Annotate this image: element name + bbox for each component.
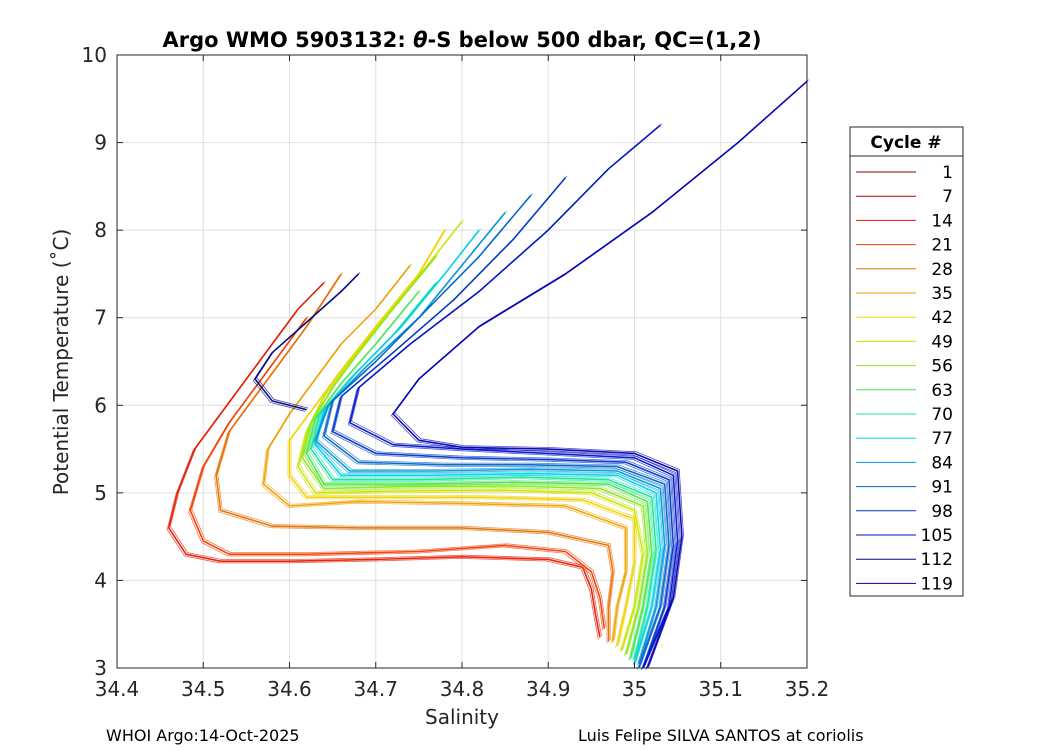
series-line	[325, 193, 672, 667]
series-line	[290, 228, 637, 645]
x-tick-label: 35	[622, 677, 647, 701]
legend-label: 14	[931, 211, 953, 231]
footer-right-credit: Luis Felipe SILVA SANTOS at coriolis	[578, 726, 864, 745]
series-line	[217, 272, 615, 641]
chart-title: Argo WMO 5903132: θ-S below 500 dbar, QC…	[162, 28, 761, 52]
legend-label: 56	[931, 357, 953, 377]
y-tick-label: 9	[94, 131, 107, 155]
legend-label: 105	[921, 526, 953, 546]
series-line	[296, 222, 642, 653]
series-line	[351, 123, 680, 667]
legend-label: 21	[931, 236, 953, 256]
x-axis-ticks: 34.4 34.5 34.6 34.7 34.8 34.9 35 35.1 35.2	[95, 55, 830, 701]
series-line	[264, 263, 628, 641]
legend-label: 7	[942, 187, 953, 207]
x-tick-label: 34.6	[267, 677, 312, 701]
series-line	[170, 280, 602, 636]
y-tick-label: 6	[94, 393, 107, 417]
x-tick-label: 35.1	[698, 677, 743, 701]
y-axis-ticks: 3 4 5 6 7 8 9 10	[82, 43, 807, 680]
legend-label: 70	[931, 405, 953, 425]
series-line	[262, 264, 627, 642]
x-axis-label: Salinity	[425, 705, 499, 729]
legend-label: 119	[921, 574, 953, 594]
x-tick-label: 34.4	[95, 677, 140, 701]
legend: Cycle # 17142128354249566370778491981051…	[849, 126, 964, 597]
series-line	[314, 212, 666, 664]
series-line	[390, 82, 806, 670]
legend-label: 28	[931, 260, 953, 280]
series-line	[256, 272, 361, 409]
series-line	[307, 289, 654, 658]
legend-label: 98	[931, 502, 953, 522]
y-tick-label: 8	[94, 218, 107, 242]
legend-label: 49	[931, 332, 953, 352]
series-line	[299, 219, 646, 650]
x-tick-label: 34.5	[181, 677, 226, 701]
y-tick-label: 10	[82, 43, 107, 67]
x-tick-label: 34.7	[353, 677, 398, 701]
series-line	[394, 79, 809, 667]
x-tick-label: 35.2	[785, 677, 830, 701]
data-series	[166, 79, 809, 670]
series-line	[316, 228, 663, 663]
grid-lines	[116, 54, 808, 669]
y-tick-label: 3	[94, 656, 107, 680]
series-line	[313, 213, 664, 666]
legend-title: Cycle #	[870, 133, 941, 153]
legend-label: 35	[931, 284, 953, 304]
legend-label: 42	[931, 308, 953, 328]
y-axis-label: Potential Temperature (˚C)	[49, 229, 73, 496]
y-tick-label: 4	[94, 568, 107, 592]
series-line	[297, 220, 644, 651]
series-line	[331, 177, 675, 669]
legend-items: 1 7 14 21 28 35 42 49 56 63 70 77 84 91 98 105 112 119	[856, 163, 953, 594]
legend-label: 63	[931, 381, 953, 401]
x-tick-label: 34.8	[440, 677, 485, 701]
legend-label: 112	[921, 550, 953, 570]
legend-label: 1	[942, 163, 953, 183]
chart-title-suffix: -S below 500 dbar, QC=(1,2)	[428, 28, 762, 52]
series-line	[333, 175, 676, 667]
series-line	[191, 315, 607, 628]
x-tick-label: 34.9	[526, 677, 571, 701]
y-tick-label: 7	[94, 306, 107, 330]
series-line	[347, 126, 677, 670]
legend-box	[849, 126, 964, 597]
series-line	[316, 210, 667, 663]
y-tick-label: 5	[94, 481, 107, 505]
chart-title-prefix: Argo WMO 5903132:	[162, 28, 413, 52]
legend-label: 77	[931, 429, 953, 449]
legend-label: 91	[931, 478, 953, 498]
footer-left-credit: WHOI Argo:14-Oct-2025	[106, 726, 300, 745]
legend-label: 84	[931, 453, 953, 473]
chart-title-theta: θ	[413, 28, 427, 52]
